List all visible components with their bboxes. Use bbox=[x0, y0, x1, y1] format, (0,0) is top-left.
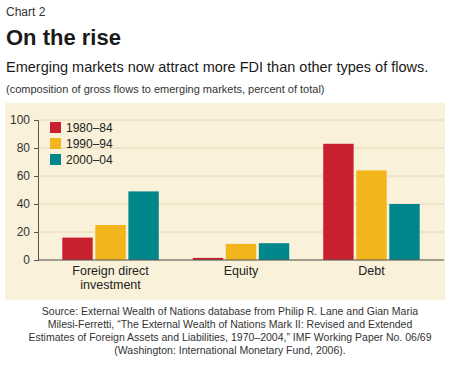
x-tick-label: Equity bbox=[224, 264, 259, 278]
legend-swatch bbox=[50, 122, 61, 133]
plot-panel bbox=[5, 103, 445, 300]
y-tick-mark bbox=[34, 260, 38, 261]
text-line: Foreign direct bbox=[72, 264, 149, 278]
y-tick-label: 60 bbox=[17, 169, 31, 183]
y-tick-label: 80 bbox=[17, 141, 31, 155]
legend-label: 1990–94 bbox=[66, 137, 113, 151]
text-line: Equity bbox=[224, 264, 259, 278]
x-tick-label: Foreign directinvestment bbox=[72, 264, 149, 292]
y-tick-mark bbox=[34, 120, 38, 121]
bar bbox=[356, 170, 386, 260]
bar bbox=[226, 244, 256, 260]
y-tick-mark bbox=[34, 204, 38, 205]
y-axis-label: (composition of gross flows to emerging … bbox=[6, 83, 325, 95]
chart-title: On the rise bbox=[6, 25, 121, 50]
legend-swatch bbox=[50, 138, 61, 149]
bars bbox=[62, 144, 419, 260]
x-tick: Foreign directinvestment bbox=[72, 260, 149, 292]
chart-svg: Chart 2 On the rise Emerging markets now a… bbox=[0, 0, 450, 373]
y-tick: 20 bbox=[17, 225, 38, 239]
bar bbox=[95, 225, 125, 260]
chart-subtitle: Emerging markets now attract more FDI th… bbox=[6, 59, 428, 75]
bar-series bbox=[95, 170, 386, 260]
x-axis-line bbox=[38, 260, 444, 261]
grid bbox=[38, 120, 444, 260]
text-line: Estimates of Foreign Assets and Liabilit… bbox=[28, 331, 431, 343]
text-line: Source: External Wealth of Nations datab… bbox=[42, 305, 418, 317]
x-axis: Foreign directinvestment Equity Debt bbox=[38, 260, 444, 292]
grid-line bbox=[38, 260, 444, 261]
y-tick-mark bbox=[34, 148, 38, 149]
y-tick: 80 bbox=[17, 141, 38, 155]
y-axis: 0 20 40 60 80 100 bbox=[10, 113, 39, 267]
legend-item: 1980–84 bbox=[50, 121, 113, 135]
bar-series bbox=[62, 144, 353, 260]
text-line: (Washington: International Monetary Fund… bbox=[114, 344, 345, 356]
source-note: Source: External Wealth of Nations datab… bbox=[28, 305, 431, 356]
text-line: Debt bbox=[358, 264, 385, 278]
bar bbox=[323, 144, 353, 260]
y-tick-label: 40 bbox=[17, 197, 31, 211]
y-tick-mark bbox=[34, 232, 38, 233]
y-axis-line bbox=[34, 121, 39, 261]
y-tick: 40 bbox=[17, 197, 38, 211]
x-tick: Debt bbox=[358, 260, 385, 278]
text-line: investment bbox=[80, 278, 141, 292]
bar bbox=[128, 191, 158, 260]
legend-swatch bbox=[50, 154, 61, 165]
legend: 1980–84 1990–94 2000–04 bbox=[50, 121, 113, 167]
x-tick-label: Debt bbox=[358, 264, 385, 278]
legend-item: 1990–94 bbox=[50, 137, 113, 151]
bar-series bbox=[128, 191, 419, 260]
text-line: Milesi-Ferretti, “The External Wealth of… bbox=[48, 318, 413, 330]
y-tick: 0 bbox=[23, 253, 38, 267]
legend-item: 2000–04 bbox=[50, 153, 113, 167]
bar bbox=[389, 204, 419, 260]
y-tick-mark bbox=[34, 176, 38, 177]
legend-label: 1980–84 bbox=[66, 121, 113, 135]
chart-label: Chart 2 bbox=[6, 5, 46, 19]
legend-label: 2000–04 bbox=[66, 153, 113, 167]
bar bbox=[259, 243, 289, 260]
bar bbox=[62, 238, 92, 260]
y-tick-label: 20 bbox=[17, 225, 31, 239]
y-tick-label: 0 bbox=[23, 253, 30, 267]
y-tick: 100 bbox=[10, 113, 38, 127]
y-tick: 60 bbox=[17, 169, 38, 183]
y-tick-label: 100 bbox=[10, 113, 30, 127]
x-tick: Equity bbox=[224, 260, 259, 278]
